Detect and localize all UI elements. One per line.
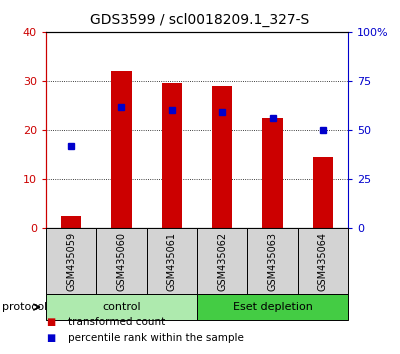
- Text: GSM435060: GSM435060: [116, 232, 126, 291]
- Text: control: control: [102, 302, 141, 312]
- Text: protocol: protocol: [2, 302, 47, 312]
- Text: GSM435063: GSM435063: [268, 232, 278, 291]
- Text: ■: ■: [46, 333, 55, 343]
- Text: ■: ■: [46, 317, 55, 327]
- Bar: [212, 86, 232, 228]
- Text: GSM435061: GSM435061: [167, 232, 177, 291]
- Bar: [61, 216, 81, 228]
- Text: Eset depletion: Eset depletion: [232, 302, 312, 312]
- Bar: [112, 71, 132, 228]
- Text: percentile rank within the sample: percentile rank within the sample: [68, 333, 244, 343]
- Text: transformed count: transformed count: [68, 317, 165, 327]
- Bar: [313, 157, 333, 228]
- Text: GSM435062: GSM435062: [217, 232, 227, 291]
- Text: GSM435064: GSM435064: [318, 232, 328, 291]
- Bar: [162, 84, 182, 228]
- Bar: [262, 118, 282, 228]
- Text: GSM435059: GSM435059: [66, 232, 76, 291]
- Text: GDS3599 / scl0018209.1_327-S: GDS3599 / scl0018209.1_327-S: [90, 12, 310, 27]
